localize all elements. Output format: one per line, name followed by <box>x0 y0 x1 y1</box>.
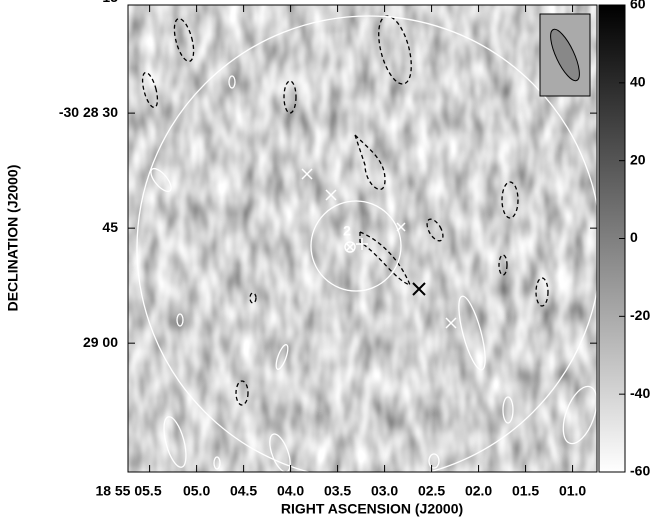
x-tick-label: 03.0 <box>371 483 398 499</box>
beam <box>550 28 580 82</box>
y-tick-label: 45 <box>102 219 118 235</box>
y-axis-title: DECLINATION (J2000) <box>5 165 21 312</box>
annotation: 2 <box>343 223 351 239</box>
x-tick-label: 05.0 <box>183 483 210 499</box>
colorbar-tick-label: 60 <box>630 0 646 12</box>
sources <box>301 168 457 329</box>
y-tick-label: -30 28 30 <box>59 104 118 120</box>
x-tick-label: 01.5 <box>512 483 539 499</box>
primary-beam <box>136 15 597 472</box>
x-tick-label: 02.0 <box>465 483 492 499</box>
y-tick-label: 15 <box>102 0 118 5</box>
y-tick-label: 29 00 <box>83 334 118 350</box>
colorbar-tick-label: 20 <box>630 151 646 167</box>
x-tick-label: 03.5 <box>324 483 351 499</box>
colorbar-tick-label: -40 <box>630 385 650 401</box>
x-tick-label: 02.5 <box>418 483 445 499</box>
search-circle <box>310 200 402 292</box>
frame <box>127 4 598 473</box>
x-tick-label: 04.0 <box>277 483 304 499</box>
colorbar-tick-label: -20 <box>630 307 650 323</box>
map <box>128 5 597 472</box>
x-tick-label: 01.0 <box>559 483 586 499</box>
source-black <box>412 282 426 296</box>
colorbar-tick-label: 40 <box>630 74 646 90</box>
colorbar-tick-label: 0 <box>630 229 638 245</box>
x-tick-label: 04.5 <box>230 483 257 499</box>
x-tick-label: 18 55 05.5 <box>95 483 161 499</box>
x-axis-title: RIGHT ASCENSION (J2000) <box>281 501 463 517</box>
colorbar-tick-label: -60 <box>630 463 650 479</box>
